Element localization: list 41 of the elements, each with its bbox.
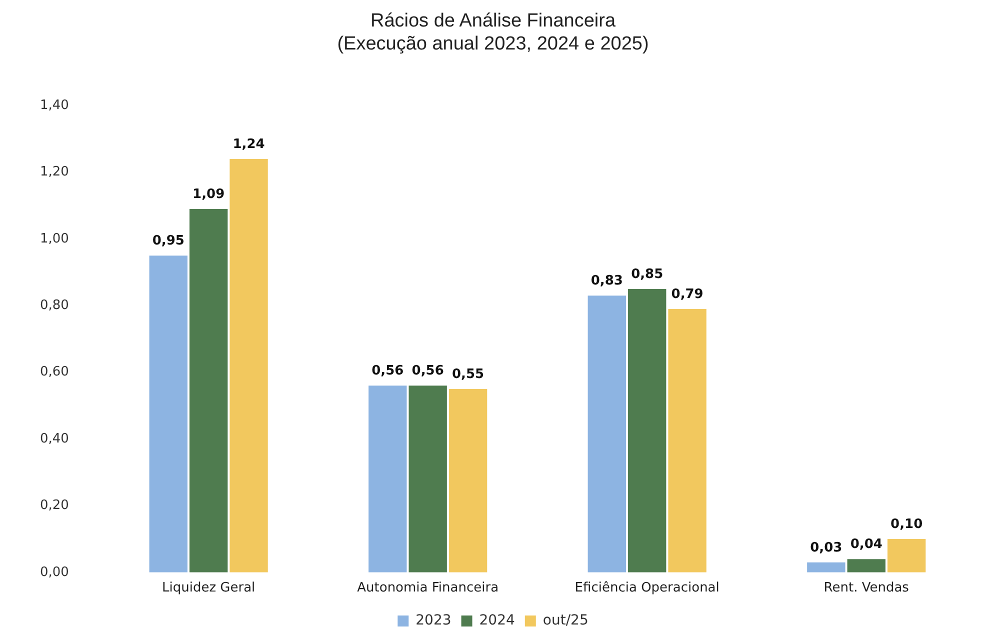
bar [628,288,666,572]
chart-title: Rácios de Análise Financeira [370,10,616,32]
x-tick-label: Liquidez Geral [162,580,256,596]
data-label: 0,85 [631,266,664,282]
bar [807,562,846,572]
x-tick-label: Rent. Vendas [824,580,910,596]
data-label: 1,09 [192,186,225,202]
y-tick-label: 1,40 [40,98,69,113]
data-label: 0,55 [452,366,484,382]
y-tick-label: 0,00 [40,564,69,580]
y-tick-label: 0,20 [40,498,69,514]
data-label: 0,83 [590,274,623,289]
bar [408,386,447,572]
bar [368,386,407,572]
bar [668,308,706,572]
data-label: 0,04 [850,536,882,552]
y-tick-label: 1,20 [40,164,69,180]
y-tick-label: 0,80 [40,298,69,314]
data-label: 0,95 [152,234,184,249]
bar [887,539,926,572]
bar [149,256,188,572]
bar [588,296,626,572]
chart-subtitle: (Execução anual 2023, 2024 e 2025) [337,33,649,54]
bar [189,208,228,572]
y-tick-label: 0,60 [40,364,69,380]
y-tick-label: 0,40 [40,431,69,446]
x-tick-label: Eficiência Operacional [574,580,720,596]
y-tick-label: 1,00 [40,231,69,246]
bar [847,559,886,572]
data-label: 0,10 [890,516,923,532]
x-tick-label: Autonomia Financeira [357,580,499,596]
data-label: 0,79 [671,286,704,302]
data-label: 1,24 [232,136,265,152]
legend-label: 2024 [479,612,515,629]
legend-label: 2023 [416,612,452,629]
bar [230,158,268,572]
bar [448,389,488,572]
data-label: 0,03 [810,540,842,556]
legend-label: out/25 [542,612,588,629]
data-label: 0,56 [372,364,404,379]
data-label: 0,56 [412,364,444,379]
